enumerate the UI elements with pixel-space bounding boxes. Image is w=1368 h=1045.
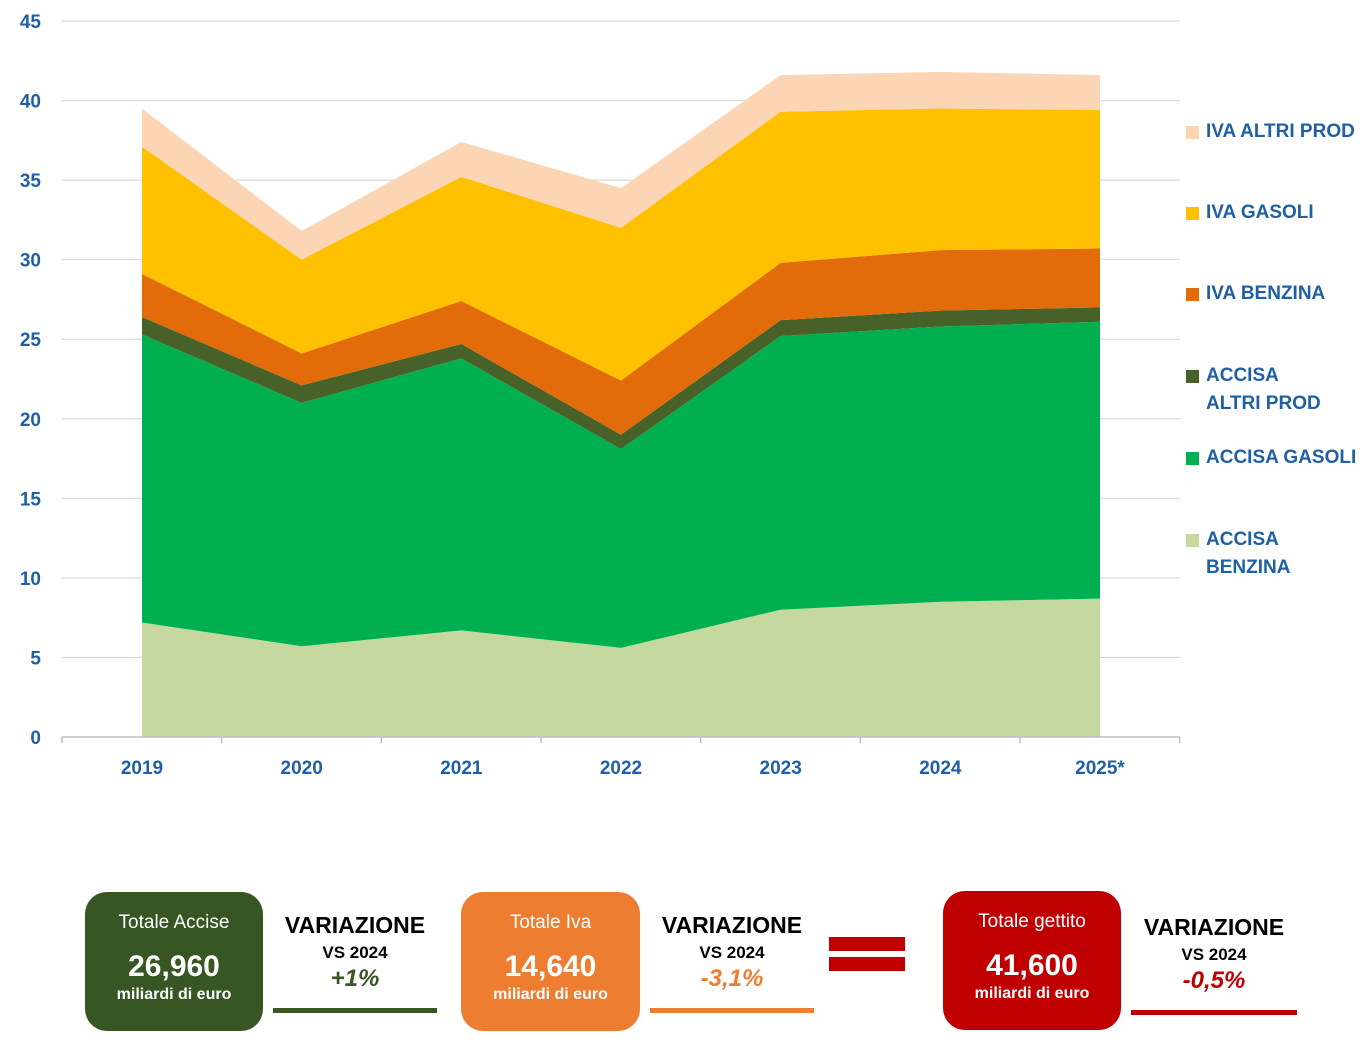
totale-accise-box: Totale Accise 26,960 miliardi di euro	[85, 892, 263, 1031]
variazione-iva: VARIAZIONE VS 2024 -3,1%	[650, 912, 814, 1017]
variazione-sub: VS 2024	[322, 943, 388, 962]
variazione-title: VARIAZIONE	[1143, 914, 1285, 940]
variazione-accise: VARIAZIONE VS 2024 +1%	[273, 912, 437, 1017]
variazione-title: VARIAZIONE	[284, 912, 426, 938]
equals-bar-bottom	[829, 957, 905, 971]
legend-swatch	[1186, 207, 1199, 220]
totale-iva-box: Totale Iva 14,640 miliardi di euro	[461, 892, 640, 1031]
y-tick-label: 20	[20, 410, 41, 431]
variazione-underline	[650, 1008, 814, 1013]
y-tick-label: 25	[20, 330, 42, 351]
area-accisa-gasoli	[142, 321, 1100, 648]
legend-item-iva-gasoli: IVA GASOLI	[1186, 199, 1366, 227]
legend-label: ACCISA BENZINA	[1206, 529, 1291, 578]
area-iva-benzina	[142, 248, 1100, 435]
legend-item-iva-altri-prod: IVA ALTRI PROD	[1186, 118, 1366, 146]
box-unit: miliardi di euro	[116, 986, 232, 1003]
area-iva-gasoli	[142, 108, 1100, 381]
variazione-value: -3,1%	[700, 965, 764, 992]
y-tick-label: 45	[20, 12, 42, 33]
area-accisa-altri-prod	[142, 307, 1100, 450]
chart-areas	[142, 71, 1100, 737]
area-iva-altri-prod	[142, 71, 1100, 260]
variazione-underline	[273, 1008, 437, 1013]
legend-label: IVA BENZINA	[1206, 283, 1326, 304]
legend-item-accisa-gasoli: ACCISA GASOLI	[1186, 444, 1366, 472]
variazione-value: -0,5%	[1182, 967, 1246, 994]
x-tick-label: 2019	[121, 758, 163, 779]
legend-swatch	[1186, 288, 1199, 301]
variazione-underline	[1131, 1010, 1297, 1015]
y-tick-label: 5	[30, 648, 41, 669]
variazione-gettito: VARIAZIONE VS 2024 -0,5%	[1131, 914, 1297, 1019]
variazione-sub: VS 2024	[1181, 945, 1247, 964]
box-title: Totale gettito	[978, 911, 1086, 932]
legend-label: ACCISA GASOLI	[1206, 447, 1357, 468]
x-tick-label: 2024	[919, 758, 962, 779]
box-unit: miliardi di euro	[493, 986, 608, 1003]
totale-gettito-box: Totale gettito 41,600 miliardi di euro	[943, 891, 1121, 1030]
box-title: Totale Iva	[509, 912, 592, 933]
x-tick-labels: 2019 2020 2021 2022 2023 2024 2025*	[121, 758, 1126, 779]
y-tick-label: 35	[20, 171, 42, 192]
y-tick-label: 0	[30, 728, 41, 749]
box-title: Totale Accise	[118, 912, 230, 933]
variazione-value: +1%	[330, 965, 380, 992]
y-tick-label: 30	[20, 251, 41, 272]
x-tick-label: 2023	[760, 758, 802, 779]
legend-item-iva-benzina: IVA BENZINA	[1186, 280, 1366, 308]
chart-axes	[61, 736, 1181, 743]
x-tick-label: 2025*	[1075, 758, 1125, 779]
x-tick-label: 2020	[281, 758, 323, 779]
x-tick-label: 2022	[600, 758, 642, 779]
legend-swatch	[1186, 126, 1199, 139]
y-tick-label: 40	[20, 92, 41, 113]
box-value: 14,640	[504, 950, 597, 983]
y-tick-label: 15	[20, 489, 42, 510]
legend-item-accisa-benzina: ACCISA BENZINA	[1186, 526, 1306, 582]
y-tick-labels: 0 5 10 15 20 25 30 35 40 45	[20, 12, 42, 749]
variazione-title: VARIAZIONE	[661, 912, 803, 938]
legend-swatch	[1186, 452, 1199, 465]
legend-swatch	[1186, 370, 1199, 383]
legend-label: IVA GASOLI	[1206, 202, 1314, 223]
legend-item-accisa-altri-prod: ACCISA ALTRI PROD	[1186, 362, 1331, 418]
legend-label: ACCISA ALTRI PROD	[1206, 365, 1321, 414]
legend-label: IVA ALTRI PROD	[1206, 121, 1355, 142]
equals-bar-top	[829, 937, 905, 951]
box-value: 41,600	[986, 949, 1078, 982]
area-accisa-benzina	[142, 598, 1100, 737]
variazione-sub: VS 2024	[699, 943, 765, 962]
y-tick-label: 10	[20, 569, 41, 590]
x-tick-label: 2021	[440, 758, 483, 779]
box-value: 26,960	[128, 950, 220, 983]
legend-swatch	[1186, 534, 1199, 547]
box-unit: miliardi di euro	[974, 985, 1090, 1002]
